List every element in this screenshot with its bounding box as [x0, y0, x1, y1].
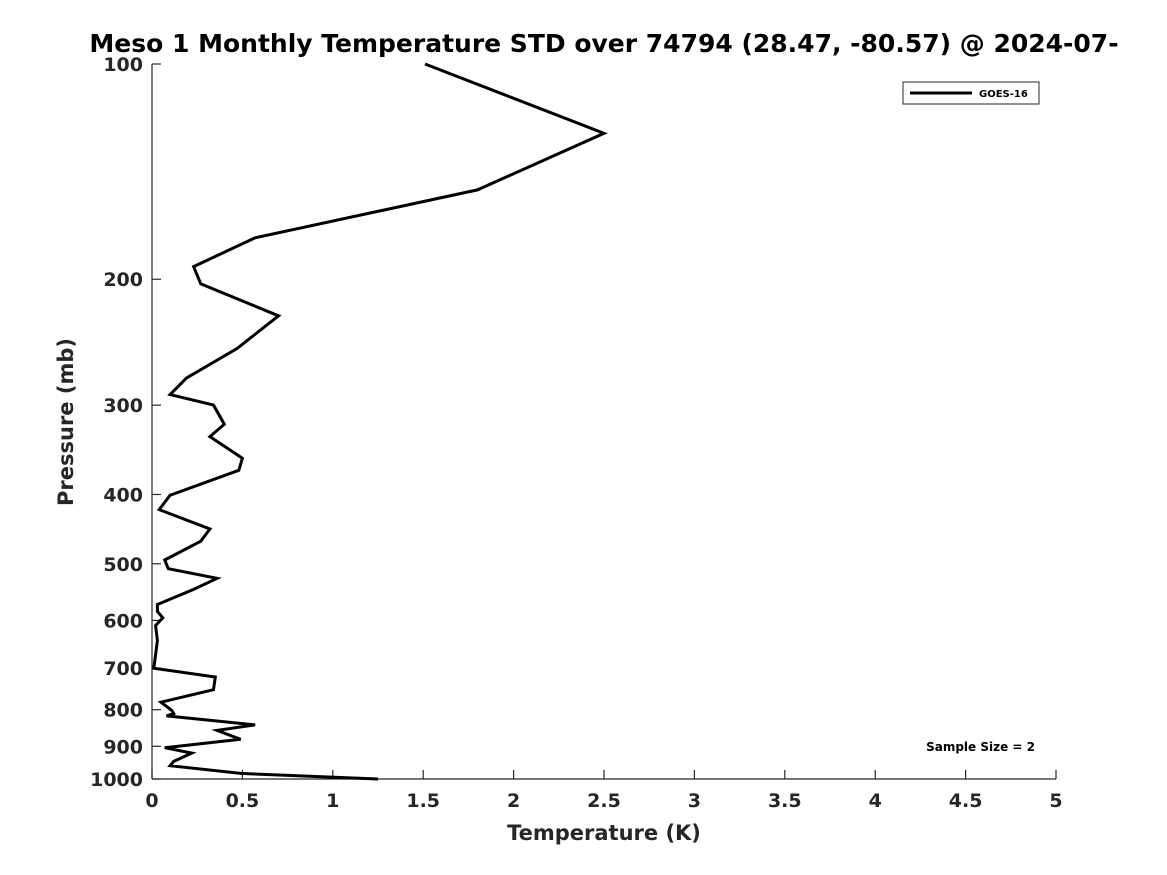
y-tick-label: 600 [103, 610, 143, 632]
x-tick-label: 3.5 [768, 790, 802, 812]
y-ticks: 100 200 300 400 500 600 700 800 900 1000 [90, 54, 161, 791]
data-point [200, 540, 202, 542]
data-point [238, 470, 240, 472]
data-point [155, 654, 157, 656]
data-point [240, 739, 242, 741]
series-layer [152, 62, 608, 781]
data-point [169, 394, 171, 396]
data-point [477, 189, 479, 191]
y-tick-label: 300 [103, 395, 143, 417]
data-point [213, 689, 215, 691]
data-point [224, 423, 226, 425]
data-point [168, 568, 170, 570]
data-point [160, 701, 162, 703]
x-tick-label: 3 [688, 790, 701, 812]
data-point [193, 589, 195, 591]
data-point [200, 283, 202, 285]
data-point [173, 713, 175, 715]
y-axis-label: Pressure (mb) [54, 338, 78, 506]
x-tick-label: 2 [507, 790, 520, 812]
data-point [158, 509, 160, 511]
data-point [215, 676, 217, 678]
data-point [236, 348, 238, 350]
x-tick-label: 5 [1049, 790, 1062, 812]
data-point [278, 315, 280, 317]
y-tick-label: 500 [103, 554, 143, 576]
data-point [171, 710, 173, 712]
data-point [193, 266, 195, 268]
data-point [157, 604, 159, 606]
x-axis-label: Temperature (K) [507, 821, 701, 845]
data-point [186, 377, 188, 379]
y-tick-label: 400 [103, 484, 143, 506]
data-point [209, 528, 211, 530]
x-tick-label: 4.5 [949, 790, 983, 812]
sample-size-annotation: Sample Size = 2 [926, 740, 1035, 754]
data-point [157, 640, 159, 642]
data-point [169, 494, 171, 496]
data-point [164, 747, 166, 749]
legend: GOES-16 [902, 81, 1040, 105]
legend-entry-label: GOES-16 [979, 89, 1028, 100]
data-point [603, 133, 605, 135]
data-point [424, 63, 426, 65]
data-point [153, 667, 155, 669]
data-point [169, 765, 171, 767]
x-tick-label: 0.5 [226, 790, 260, 812]
series-line [152, 62, 608, 781]
data-point [157, 611, 159, 613]
data-point [209, 436, 211, 438]
data-point [155, 625, 157, 627]
x-tick-label: 1 [326, 790, 339, 812]
data-point [191, 752, 193, 754]
x-tick-label: 1.5 [406, 790, 440, 812]
y-tick-label: 800 [103, 700, 143, 722]
x-tick-label: 0 [145, 790, 158, 812]
data-point [242, 458, 244, 460]
x-tick-label: 4 [869, 790, 882, 812]
data-point [240, 773, 242, 775]
data-point [166, 715, 168, 717]
x-ticks: 0 0.5 1 1.5 2 2.5 3 3.5 4 4.5 5 [145, 770, 1063, 812]
data-point [173, 761, 175, 763]
data-point [164, 559, 166, 561]
data-point [254, 237, 256, 239]
y-tick-label: 100 [103, 54, 143, 76]
data-point [216, 578, 218, 580]
data-point [213, 404, 215, 406]
y-tick-label: 200 [103, 269, 143, 291]
data-point [377, 778, 379, 780]
data-point [162, 617, 164, 619]
x-tick-label: 2.5 [587, 790, 621, 812]
data-point [216, 730, 218, 732]
y-tick-label: 700 [103, 658, 143, 680]
chart-title: Meso 1 Monthly Temperature STD over 7479… [89, 29, 1118, 58]
y-tick-label: 1000 [90, 769, 143, 791]
y-tick-label: 900 [103, 736, 143, 758]
data-point [254, 724, 256, 726]
